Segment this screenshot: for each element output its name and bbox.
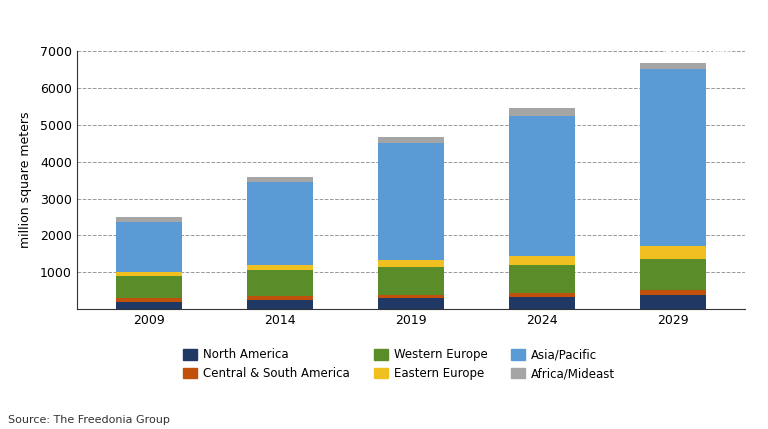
Bar (247, 176, 313, 182)
Bar (641, 295, 706, 309)
Bar (116, 223, 181, 272)
Bar (378, 143, 444, 260)
Bar (247, 265, 313, 270)
Bar (509, 116, 574, 256)
Bar (509, 297, 574, 309)
Bar (641, 63, 706, 69)
Bar (641, 246, 706, 259)
Legend: North America, Central & South America, Western Europe, Eastern Europe, Asia/Pac: North America, Central & South America, … (184, 348, 615, 380)
Bar (378, 299, 444, 309)
Bar (116, 276, 181, 298)
Bar (116, 272, 181, 276)
Bar (247, 299, 313, 309)
Y-axis label: million square meters: million square meters (18, 112, 31, 248)
Bar (247, 270, 313, 296)
Bar (509, 265, 574, 293)
Bar (509, 293, 574, 297)
Bar (641, 290, 706, 295)
Bar (378, 295, 444, 299)
Bar (641, 259, 706, 290)
Text: Figure 3-2 | Global Furniture Laminates Demand by Region, 2009 – 2029 (million s: Figure 3-2 | Global Furniture Laminates … (9, 13, 647, 26)
Bar (509, 109, 574, 116)
Bar (116, 302, 181, 309)
Bar (509, 256, 574, 265)
Bar (378, 260, 444, 267)
Text: Freedonia: Freedonia (664, 47, 734, 60)
Bar (378, 137, 444, 143)
Bar (641, 69, 706, 246)
Bar (116, 217, 181, 223)
Bar (378, 267, 444, 295)
Text: Source: The Freedonia Group: Source: The Freedonia Group (8, 415, 170, 425)
Bar (247, 296, 313, 299)
Bar (116, 298, 181, 302)
Bar (247, 182, 313, 265)
